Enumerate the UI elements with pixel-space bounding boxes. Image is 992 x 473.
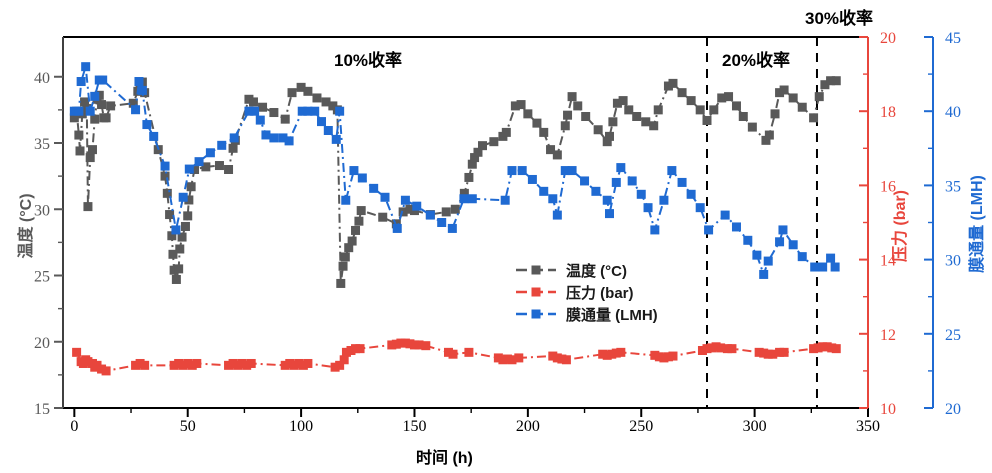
pressure-legend-marker [516, 287, 556, 297]
tick-label: 18 [880, 104, 896, 121]
tick-label: 35 [945, 178, 961, 195]
tick-label: 14 [880, 253, 896, 270]
legend-label-temperature: 温度 (°C) [566, 262, 627, 280]
annotation-30pct-yield: 30%收率 [805, 9, 874, 28]
tick-label: 10 [880, 401, 896, 418]
pressure-axis-title: 压力 (bar) [892, 190, 909, 263]
tick-label: 150 [402, 418, 426, 435]
tick-label: 0 [70, 418, 78, 435]
tick-label: 350 [856, 418, 880, 435]
tick-label: 25 [34, 269, 50, 286]
tick-label: 30 [945, 253, 961, 270]
tick-label: 40 [34, 70, 50, 87]
tick-label: 250 [629, 418, 653, 435]
tick-label: 100 [289, 418, 313, 435]
tick-label: 30 [34, 202, 50, 219]
x-axis-title: 时间 (h) [416, 450, 473, 467]
series-pressure [72, 338, 841, 376]
temperature-legend-marker [516, 265, 556, 275]
tick-label: 12 [880, 327, 896, 344]
tick-label: 20 [945, 401, 961, 418]
tick-label: 35 [34, 136, 50, 153]
tick-label: 20 [34, 335, 50, 352]
flux-legend-marker [516, 309, 556, 319]
tick-label: 20 [880, 30, 896, 47]
tick-label: 25 [945, 327, 961, 344]
tick-label: 15 [34, 401, 50, 418]
legend-item-flux: 膜通量 (LMH) [516, 306, 658, 324]
legend-item-pressure: 压力 (bar) [516, 284, 658, 302]
flux-axis-title: 膜通量 (LMH) [969, 175, 986, 273]
tick-label: 40 [945, 104, 961, 121]
annotation-20pct-yield: 20%收率 [722, 51, 791, 70]
legend-label-pressure: 压力 (bar) [566, 284, 634, 302]
series-temp [69, 76, 841, 288]
chart-legend: 温度 (°C) 压力 (bar) 膜通量 (LMH) [516, 262, 658, 324]
tick-label: 300 [743, 418, 767, 435]
tick-label: 200 [516, 418, 540, 435]
legend-item-temperature: 温度 (°C) [516, 262, 658, 280]
tick-label: 45 [945, 30, 961, 47]
left-y-axis-title: 温度 (°C) [18, 193, 35, 259]
tick-label: 16 [880, 178, 896, 195]
annotation-10pct-yield: 10%收率 [334, 51, 403, 70]
legend-label-flux: 膜通量 (LMH) [566, 306, 658, 324]
tick-label: 50 [180, 418, 196, 435]
series-flux [69, 62, 840, 279]
